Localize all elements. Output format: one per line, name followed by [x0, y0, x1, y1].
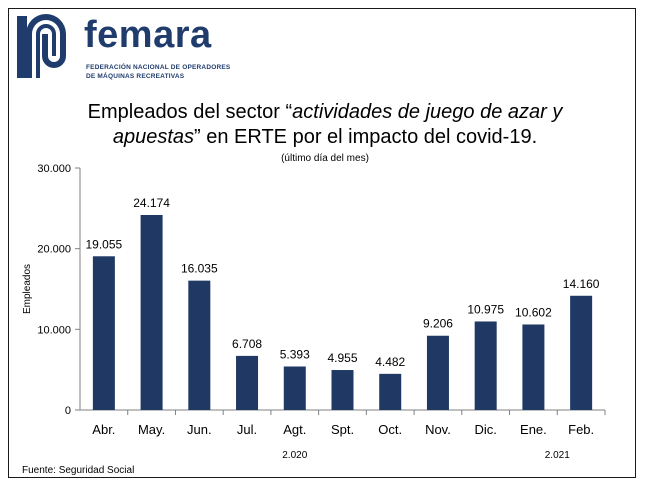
bar	[426, 335, 449, 410]
chart-subtitle: (último día del mes)	[281, 153, 369, 164]
y-tick-label: 30.000	[37, 163, 71, 175]
x-tick-label: Spt.	[331, 422, 354, 437]
x-tick-label: Ene.	[520, 422, 547, 437]
data-label: 14.160	[563, 277, 600, 291]
data-label: 4.955	[327, 351, 357, 365]
logo-name: femara	[84, 14, 212, 56]
title-part1: Empleados del sector “	[87, 101, 293, 123]
bar	[474, 321, 497, 410]
x-tick-label: Oct.	[378, 422, 402, 437]
bar	[236, 355, 259, 410]
data-label: 19.055	[86, 237, 123, 251]
year-label: 2.021	[545, 450, 570, 461]
bar	[140, 214, 163, 410]
data-label: 10.975	[467, 302, 504, 316]
chart-frame	[8, 8, 636, 478]
y-axis-label: Empleados	[22, 264, 33, 314]
source-note: Fuente: Seguridad Social	[22, 465, 135, 476]
data-label: 24.174	[133, 196, 170, 210]
y-tick-label: 0	[65, 405, 71, 417]
bar	[570, 295, 593, 410]
x-tick-label: Feb.	[568, 422, 594, 437]
bar	[522, 324, 545, 410]
x-tick-label: Nov.	[425, 422, 451, 437]
x-tick-label: Abr.	[92, 422, 115, 437]
chart-title: Empleados del sector “actividades de jue…	[30, 100, 620, 150]
bar	[283, 366, 306, 410]
data-label: 9.206	[423, 317, 453, 331]
year-label: 2.020	[282, 450, 307, 461]
logo-subtitle-line1: FEDERACIÓN NACIONAL DE OPERADORES	[86, 64, 231, 71]
title-italic1: actividades de juego de azar y	[292, 101, 563, 123]
x-tick-label: Dic.	[474, 422, 496, 437]
title-italic2: apuestas	[112, 126, 195, 148]
femara-logo-mark-icon	[17, 14, 66, 78]
femara-logo: femara FEDERACIÓN NACIONAL DE OPERADORES…	[14, 12, 234, 88]
bar	[92, 256, 115, 410]
logo-subtitle-line2: DE MÁQUINAS RECREATIVAS	[86, 73, 185, 80]
x-tick-label: Agt.	[283, 422, 306, 437]
bar	[331, 370, 354, 410]
data-label: 16.035	[181, 262, 218, 276]
data-label: 6.708	[232, 337, 262, 351]
data-label: 5.393	[280, 347, 310, 361]
x-tick-label: May.	[138, 422, 165, 437]
x-tick-label: Jul.	[237, 422, 257, 437]
bar	[379, 373, 402, 410]
data-label: 4.482	[375, 355, 405, 369]
title-part2: ” en ERTE por el impacto del covid-19.	[194, 126, 538, 148]
x-tick-label: Jun.	[187, 422, 212, 437]
y-tick-label: 20.000	[37, 244, 71, 256]
data-label: 10.602	[515, 305, 552, 319]
y-tick-label: 10.000	[37, 324, 71, 336]
bar	[188, 280, 211, 410]
